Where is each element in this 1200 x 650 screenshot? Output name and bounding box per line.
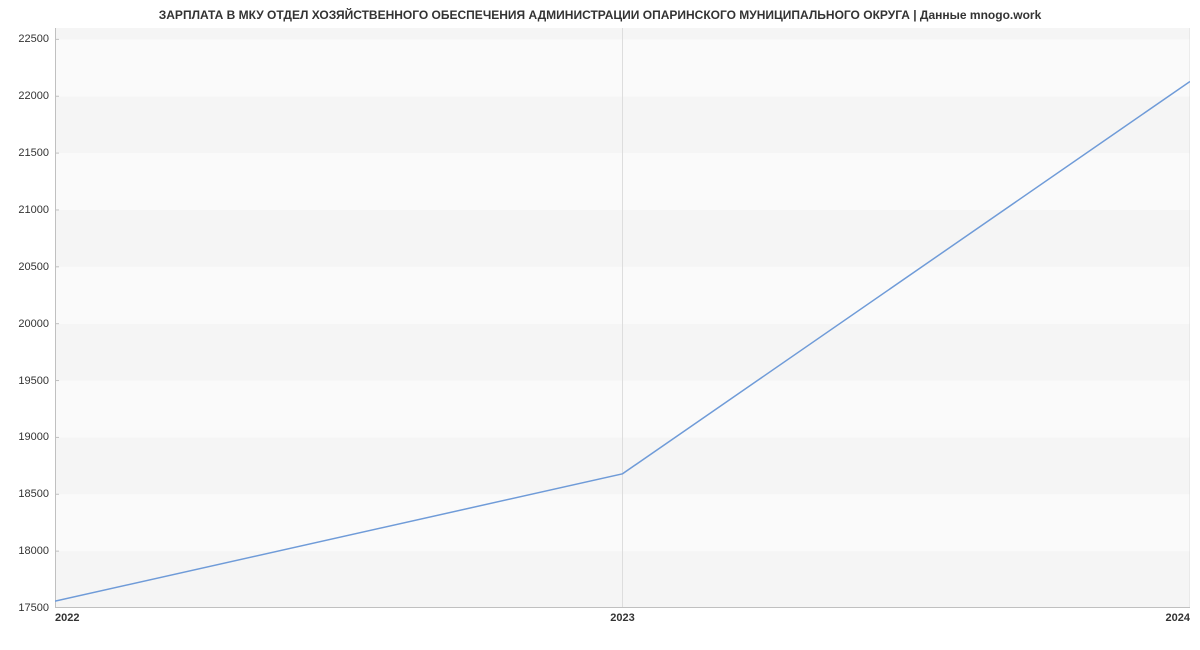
x-tick-label: 2022 [55,612,79,624]
x-tick-label: 2023 [610,612,634,624]
y-axis-labels: 1750018000185001900019500200002050021000… [0,28,55,608]
y-tick-label: 22000 [0,90,49,102]
y-tick-label: 22500 [0,33,49,45]
chart-title: ЗАРПЛАТА В МКУ ОТДЕЛ ХОЗЯЙСТВЕННОГО ОБЕС… [0,8,1200,22]
y-tick-label: 19500 [0,375,49,387]
y-tick-label: 18000 [0,545,49,557]
y-tick-label: 20500 [0,261,49,273]
y-tick-label: 19000 [0,431,49,443]
plot-area [55,28,1190,608]
y-tick-label: 20000 [0,318,49,330]
y-tick-label: 21500 [0,147,49,159]
x-axis-labels: 2022 2023 2024 [55,608,1190,638]
plot-svg [55,28,1190,608]
y-tick-label: 17500 [0,602,49,614]
y-tick-label: 21000 [0,204,49,216]
y-tick-label: 18500 [0,488,49,500]
x-tick-label: 2024 [1166,612,1190,624]
salary-line-chart: ЗАРПЛАТА В МКУ ОТДЕЛ ХОЗЯЙСТВЕННОГО ОБЕС… [0,0,1200,650]
